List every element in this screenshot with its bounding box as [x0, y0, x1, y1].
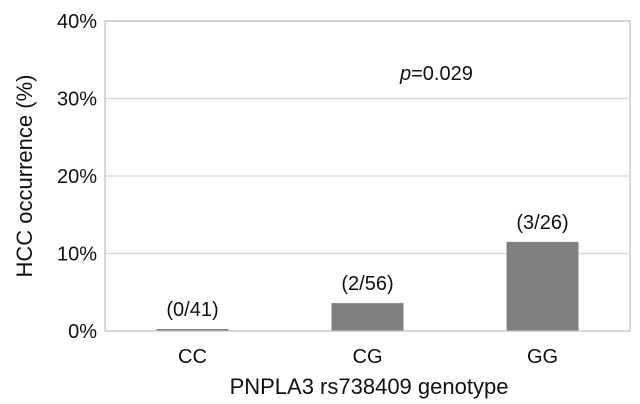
bar-cg — [331, 303, 404, 331]
x-tick-label: CC — [178, 346, 207, 368]
plot-border — [104, 20, 631, 332]
y-tick-label: 0% — [68, 321, 97, 343]
bar-gg — [506, 241, 579, 331]
data-label-cg: (2/56) — [341, 273, 393, 295]
x-axis-title: PNPLA3 rs738409 genotype — [230, 374, 509, 399]
data-label-cc: (0/41) — [166, 299, 218, 321]
y-tick-label: 30% — [57, 89, 97, 111]
x-tick-labels: CC CG GG — [178, 346, 558, 368]
y-tick-label: 10% — [57, 244, 97, 266]
x-tick-label: GG — [527, 346, 558, 368]
y-tick-label: 20% — [57, 166, 97, 188]
y-tick-label: 40% — [57, 11, 97, 33]
p-value-symbol: p — [399, 63, 411, 85]
plot-frame — [104, 20, 631, 332]
p-value-number: =0.029 — [411, 63, 473, 85]
data-label-gg: (3/26) — [516, 212, 568, 234]
y-tick-labels: 0% 10% 20% 30% 40% — [57, 11, 97, 343]
bars — [156, 241, 579, 331]
data-labels: (0/41) (2/56) (3/26) — [166, 212, 568, 321]
x-tick-label: CG — [353, 346, 383, 368]
bar-cc — [156, 329, 229, 331]
y-axis-title: HCC occurrence (%) — [12, 75, 37, 278]
p-value-annotation: p=0.029 — [399, 63, 473, 85]
